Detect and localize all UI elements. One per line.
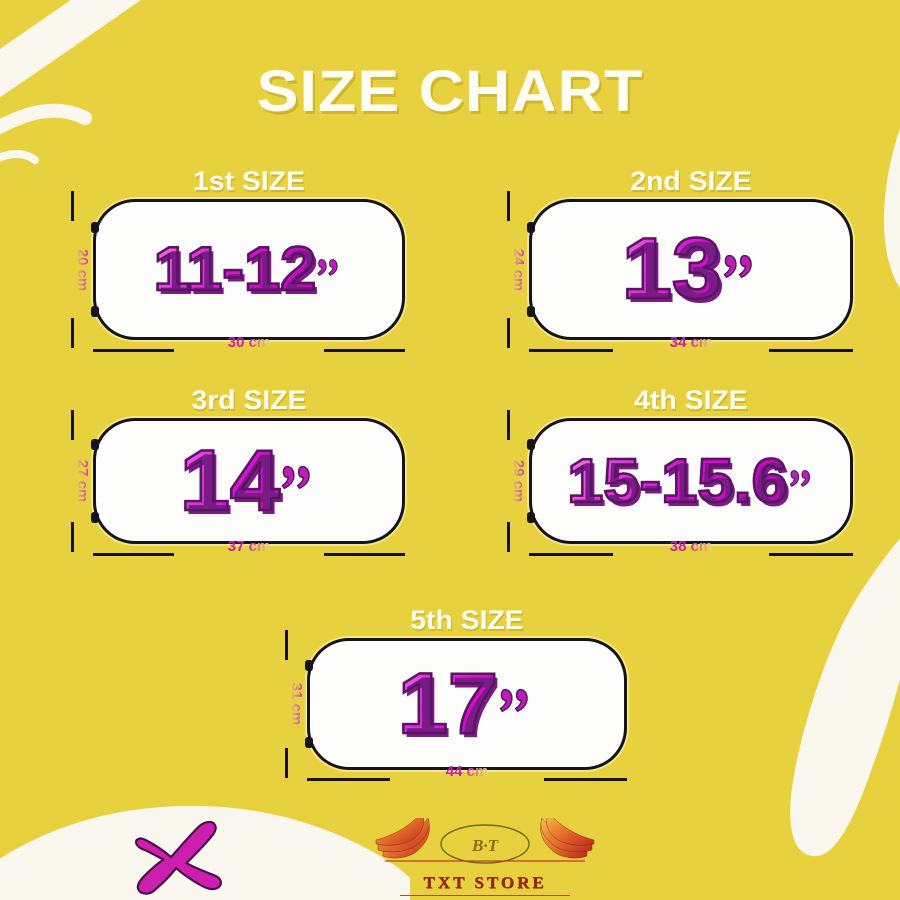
svg-text:B·T: B·T (471, 836, 499, 855)
